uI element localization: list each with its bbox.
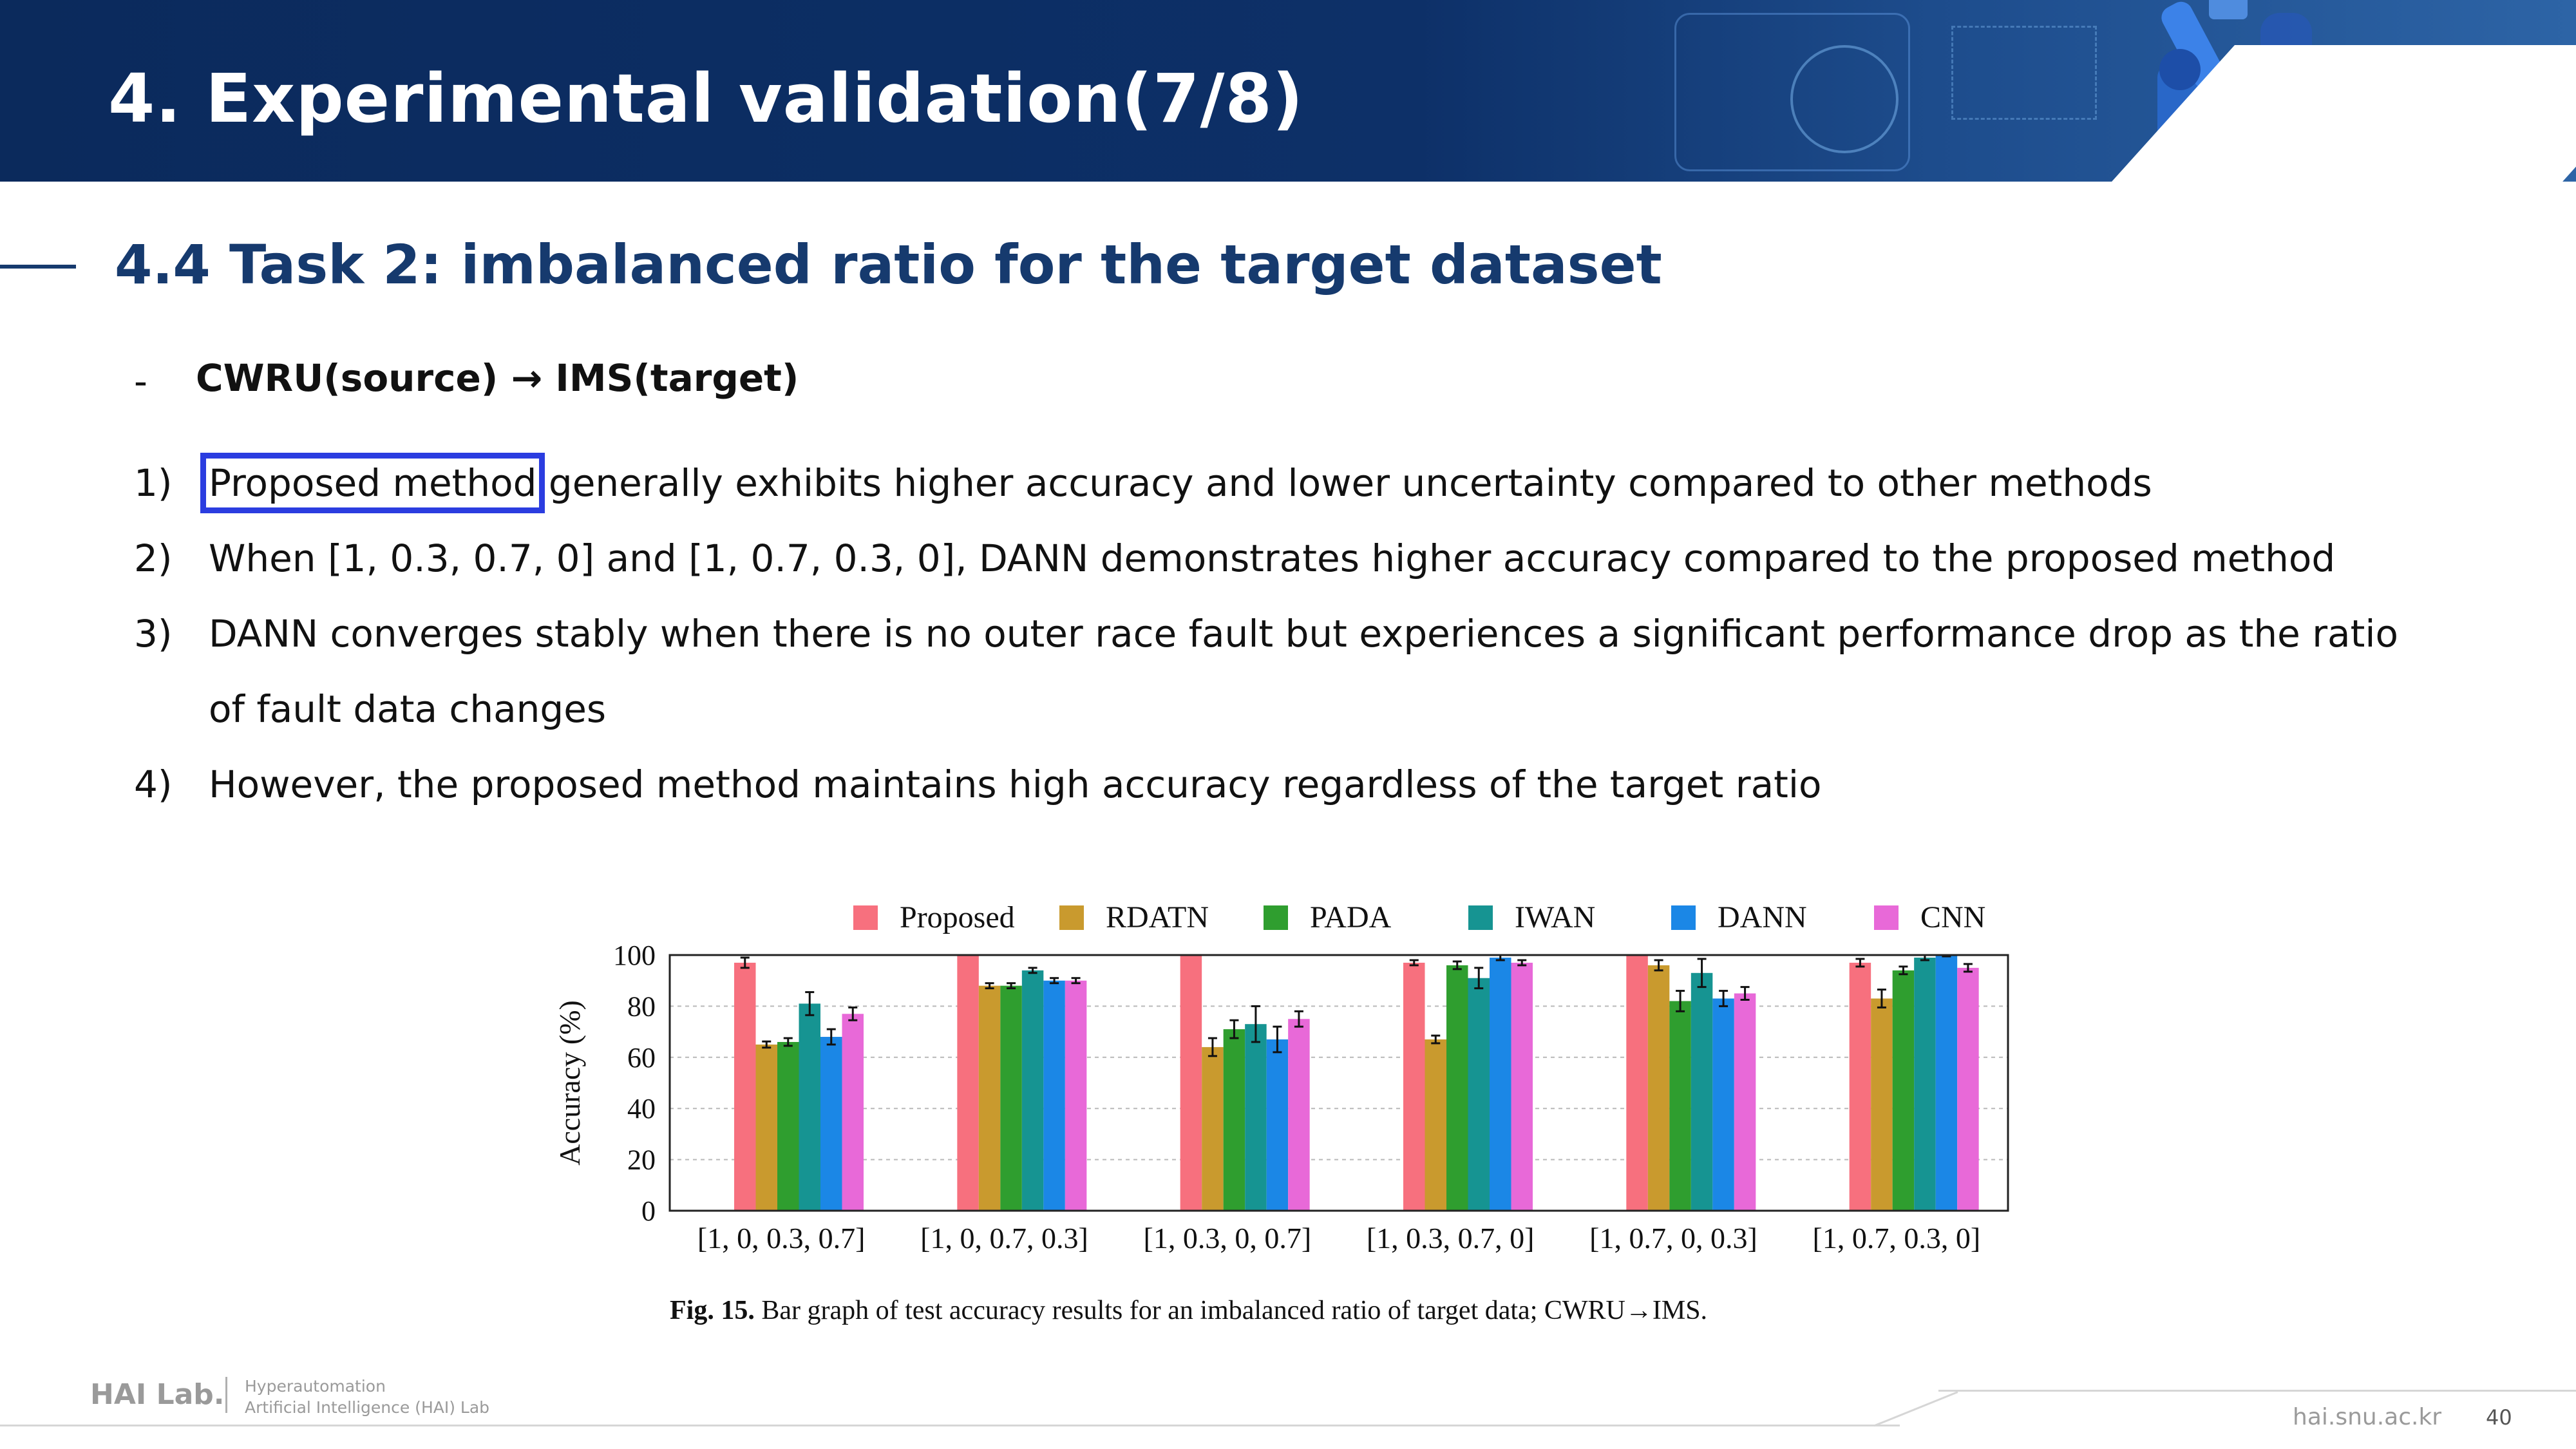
bar [1712,998,1734,1211]
bar [1935,955,1958,1211]
legend-label: IWAN [1515,900,1595,934]
bar [1288,1019,1310,1211]
bar [1490,957,1511,1211]
x-tick-label: [1, 0.3, 0, 0.7] [1144,1222,1312,1255]
legend-label: PADA [1310,900,1392,934]
y-tick-label: 60 [627,1042,656,1074]
bullet-dash: - [134,359,147,403]
bar [1626,955,1648,1211]
bar [1849,962,1871,1211]
legend-label: Proposed [900,900,1015,934]
bar [1690,972,1713,1211]
bar [1914,957,1936,1211]
list-number: 1) [134,461,173,505]
bar [820,1037,842,1211]
bar [799,1003,820,1211]
y-axis-label: Accuracy (%) [553,1000,586,1166]
bar [1425,1039,1446,1211]
legend-swatch [1264,905,1288,930]
highlight-box: Proposed method [200,453,545,513]
plot-frame [668,954,2009,1212]
bar [1468,978,1490,1211]
list-text: However, the proposed method maintains h… [209,762,1822,806]
list-number: 4) [134,762,173,806]
bar [1957,967,1979,1211]
legend-label: RDATN [1106,900,1209,934]
legend-label: CNN [1920,900,1985,934]
footer-url[interactable]: hai.snu.ac.kr [2293,1404,2442,1430]
circuit-decoration [1951,26,2097,120]
list-number: 2) [134,536,173,580]
x-tick-label: [1, 0.3, 0.7, 0] [1367,1222,1535,1255]
bar [842,1014,864,1211]
bar [1647,965,1670,1211]
bar [1245,1024,1267,1211]
caption-text: Bar graph of test accuracy results for a… [761,1296,1707,1325]
bar [1892,970,1915,1211]
legend-swatch [853,905,878,930]
bar [1511,962,1533,1211]
bar [734,962,756,1211]
bar [1734,993,1756,1211]
bar [1021,970,1044,1211]
section-accent-line [0,265,76,269]
header-banner: 4. Experimental validation(7/8) [0,0,2576,182]
bar [1065,980,1087,1211]
y-tick-label: 40 [627,1093,656,1124]
circuit-decoration [1674,13,1910,171]
section-heading: 4.4 Task 2: imbalanced ratio for the tar… [115,233,1662,296]
bar [1871,998,1893,1211]
y-tick-label: 80 [627,990,656,1022]
bar [978,985,1001,1211]
bar [1223,1029,1245,1211]
footer-lab-line1: Hyperautomation [245,1377,386,1396]
page-number: 40 [2486,1405,2512,1430]
x-tick-label: [1, 0.7, 0, 0.3] [1589,1222,1757,1255]
footer-separator [225,1377,227,1413]
bar [755,1044,777,1211]
bar [1202,1046,1224,1211]
bar [1266,1039,1289,1211]
page-title: 4. Experimental validation(7/8) [108,59,1304,138]
list-text: When [1, 0.3, 0.7, 0] and [1, 0.7, 0.3, … [209,536,2336,580]
footer-lab-name: Hyperautomation Artificial Intelligence … [245,1376,489,1418]
list-text: Proposed method generally exhibits highe… [200,453,2152,513]
bar [1043,980,1065,1211]
circuit-decoration [1790,45,1899,153]
y-tick-label: 20 [627,1144,656,1176]
legend-label: DANN [1718,900,1807,934]
x-tick-label: [1, 0, 0.7, 0.3] [920,1222,1088,1255]
legend-swatch [1468,905,1493,930]
footer-rule [0,1425,1900,1426]
subheading: CWRU(source) → IMS(target) [196,356,799,400]
list-text-rest: generally exhibits higher accuracy and l… [536,461,2152,505]
footer-rule [1938,1390,2576,1392]
legend-swatch [1874,905,1899,930]
accuracy-bar-chart: 0 20 40 60 80 100 [1, 0, 0.3, 0.7] [1, 0, 0.7, … [553,900,2009,1325]
bar [1669,1001,1691,1211]
bar [957,955,979,1211]
bar [1180,955,1202,1211]
footer-rule-slant [1873,1391,1958,1427]
legend-swatch [1059,905,1084,930]
legend-swatch [1671,905,1696,930]
bar [1446,965,1468,1211]
x-tick-label: [1, 0, 0.3, 0.7] [697,1222,866,1255]
x-tick-label: [1, 0.7, 0.3, 0] [1813,1222,1981,1255]
figure-caption: Fig. 15. Bar graph of test accuracy resu… [670,1296,1707,1325]
caption-label: Fig. 15. [670,1296,761,1325]
y-tick-label: 100 [613,940,656,971]
footer-lab-line2: Artificial Intelligence (HAI) Lab [245,1398,490,1417]
y-tick-label: 0 [641,1195,656,1227]
list-number: 3) [134,612,173,656]
list-text: DANN converges stably when there is no o… [209,612,2398,656]
bar [1000,985,1022,1211]
bar [1403,962,1425,1211]
list-text: of fault data changes [209,687,607,731]
footer-logo: HAI Lab. [90,1378,225,1411]
bar [777,1041,799,1211]
